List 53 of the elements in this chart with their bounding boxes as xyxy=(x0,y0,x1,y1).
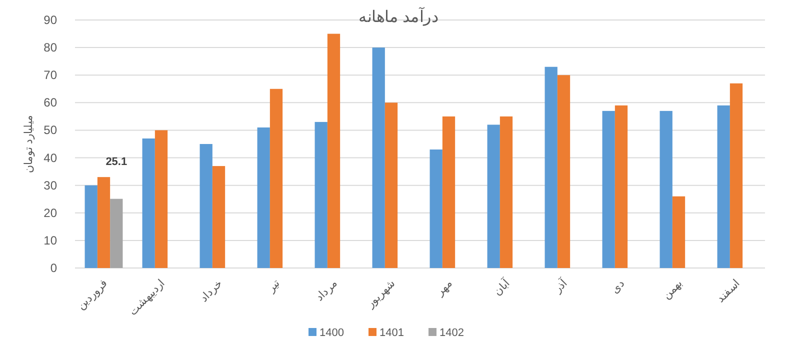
y-axis-title: میلیارد تومان xyxy=(23,114,35,174)
bar xyxy=(314,122,328,268)
y-tick-label: 70 xyxy=(44,68,58,82)
x-tick-label: خرداد xyxy=(198,278,225,305)
bar xyxy=(544,66,558,268)
bar xyxy=(602,110,615,268)
y-tick-label: 80 xyxy=(44,40,58,55)
y-tick-label: 90 xyxy=(44,13,58,27)
bar xyxy=(672,196,686,268)
y-tick-label: 0 xyxy=(50,261,58,275)
x-tick-label: مهر xyxy=(434,278,455,299)
y-tick-label: 50 xyxy=(44,123,58,138)
bar xyxy=(430,150,442,268)
x-tick-label: دی xyxy=(608,278,628,296)
bar xyxy=(730,83,743,268)
bar xyxy=(257,127,270,268)
data-label: 25.1 xyxy=(106,156,128,168)
bar xyxy=(270,88,283,268)
x-tick-label: تیر xyxy=(264,278,282,296)
y-tick-label: 30 xyxy=(44,178,58,192)
x-tick-label: اردیبهشت xyxy=(127,278,168,318)
bar xyxy=(97,177,110,268)
bar xyxy=(142,138,155,268)
bar xyxy=(487,124,500,268)
legend-label: 1402 xyxy=(440,327,464,339)
legend-label: 1400 xyxy=(320,327,344,339)
bar xyxy=(154,130,168,268)
bar xyxy=(614,105,628,268)
bar xyxy=(200,144,212,268)
y-tick-label: 20 xyxy=(44,206,58,220)
y-tick-label: 60 xyxy=(44,96,58,110)
y-tick-label: 40 xyxy=(44,150,58,165)
x-tick-label: بهمن xyxy=(660,278,685,302)
x-tick-label: آذر xyxy=(550,276,571,296)
bar xyxy=(717,105,730,268)
x-tick-label: اسفند xyxy=(714,278,742,306)
chart-title: درآمد ماهانه xyxy=(358,6,439,26)
bar xyxy=(384,102,398,268)
bar xyxy=(442,116,456,268)
bar xyxy=(660,110,672,268)
bar xyxy=(557,75,570,268)
x-tick-label: آبان xyxy=(491,276,514,298)
bar xyxy=(500,116,513,268)
x-tick-label: فروردین xyxy=(75,278,110,312)
bar xyxy=(110,198,123,268)
x-tick-label: شهریور xyxy=(364,278,398,311)
bar xyxy=(327,34,340,268)
bar xyxy=(372,48,385,268)
bar xyxy=(84,185,98,268)
x-tick-label: مرداد xyxy=(314,278,340,304)
legend-label: 1401 xyxy=(380,327,404,339)
bar xyxy=(212,166,226,268)
y-tick-label: 10 xyxy=(44,233,58,248)
